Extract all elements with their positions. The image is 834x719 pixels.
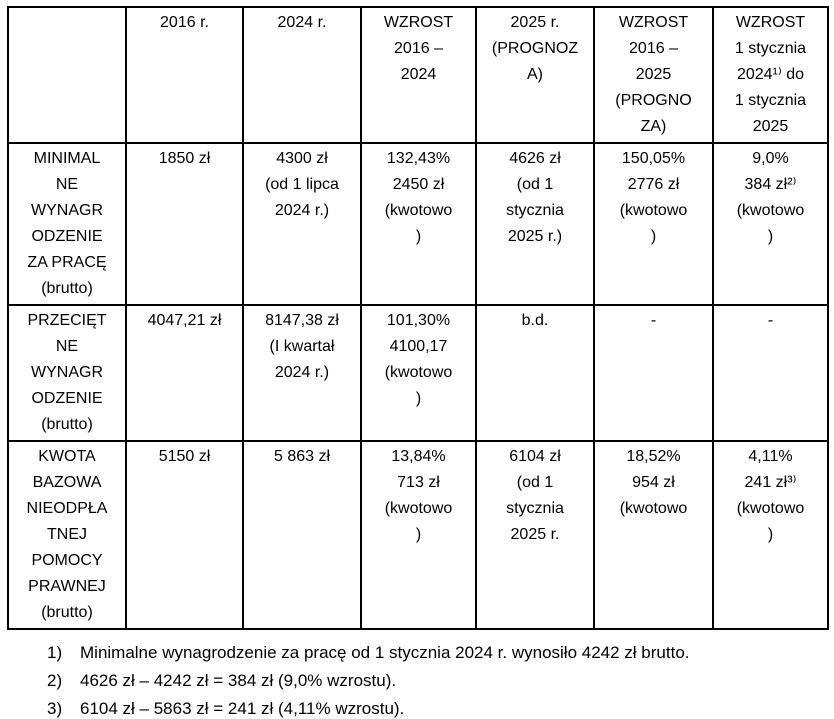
row-label-average-wage: PRZECIĘT NE WYNAGR ODZENIE (brutto) xyxy=(7,304,127,442)
cell-legal-aid-2024: 5 863 zł xyxy=(242,440,362,630)
cell-average-wage-2024: 8147,38 zł (I kwartał 2024 r.) xyxy=(242,304,362,442)
footnote-text: 6104 zł – 5863 zł = 241 zł (4,11% wzrost… xyxy=(80,699,405,718)
footnote-item-1: 1) Minimalne wynagrodzenie za pracę od 1… xyxy=(47,639,834,667)
cell-average-wage-growth-2016-2025: - xyxy=(593,304,714,442)
col-header-growth-2016-2024: WZROST 2016 – 2024 xyxy=(360,6,477,144)
row-label-minimum-wage: MINIMAL NE WYNAGR ODZENIE ZA PRACĘ (brut… xyxy=(7,142,127,306)
cell-minimum-wage-growth-2016-2025: 150,05% 2776 zł (kwotowo ) xyxy=(593,142,714,306)
footnote-text: Minimalne wynagrodzenie za pracę od 1 st… xyxy=(80,643,690,662)
col-header-2025-forecast: 2025 r. (PROGNOZ A) xyxy=(475,6,595,144)
corner-empty-cell xyxy=(7,6,127,144)
footnote-number: 3) xyxy=(47,699,63,718)
footnotes: 1) Minimalne wynagrodzenie za pracę od 1… xyxy=(47,639,834,719)
table-row-average-wage: PRZECIĘT NE WYNAGR ODZENIE (brutto) 4047… xyxy=(7,304,829,442)
cell-legal-aid-growth-2016-2025: 18,52% 954 zł (kwotowo xyxy=(593,440,714,630)
wage-comparison-table: 2016 r. 2024 r. WZROST 2016 – 2024 2025 … xyxy=(7,6,829,630)
cell-minimum-wage-2024: 4300 zł (od 1 lipca 2024 r.) xyxy=(242,142,362,306)
footnote-item-2: 2) 4626 zł – 4242 zł = 384 zł (9,0% wzro… xyxy=(47,667,834,695)
cell-legal-aid-growth-2016-2024: 13,84% 713 zł (kwotowo ) xyxy=(360,440,477,630)
cell-average-wage-2016: 4047,21 zł xyxy=(125,304,244,442)
cell-minimum-wage-growth-jan2024-jan2025: 9,0% 384 zł²⁾ (kwotowo ) xyxy=(712,142,829,306)
footnote-number: 2) xyxy=(47,671,63,690)
col-header-growth-jan2024-jan2025: WZROST 1 stycznia 2024¹⁾ do 1 stycznia 2… xyxy=(712,6,829,144)
cell-average-wage-growth-2016-2024: 101,30% 4100,17 (kwotowo ) xyxy=(360,304,477,442)
col-header-growth-2016-2025: WZROST 2016 – 2025 (PROGNO ZA) xyxy=(593,6,714,144)
cell-legal-aid-growth-jan2024-jan2025: 4,11% 241 zł³⁾ (kwotowo ) xyxy=(712,440,829,630)
cell-minimum-wage-growth-2016-2024: 132,43% 2450 zł (kwotowo ) xyxy=(360,142,477,306)
footnote-number: 1) xyxy=(47,643,63,662)
table-header-row: 2016 r. 2024 r. WZROST 2016 – 2024 2025 … xyxy=(7,6,829,144)
row-label-legal-aid-base: KWOTA BAZOWA NIEODPŁA TNEJ POMOCY PRAWNE… xyxy=(7,440,127,630)
footnote-text: 4626 zł – 4242 zł = 384 zł (9,0% wzrostu… xyxy=(80,671,397,690)
footnote-item-3: 3) 6104 zł – 5863 zł = 241 zł (4,11% wzr… xyxy=(47,695,834,719)
cell-average-wage-growth-jan2024-jan2025: - xyxy=(712,304,829,442)
table-row-legal-aid-base: KWOTA BAZOWA NIEODPŁA TNEJ POMOCY PRAWNE… xyxy=(7,440,829,630)
cell-minimum-wage-2025: 4626 zł (od 1 stycznia 2025 r.) xyxy=(475,142,595,306)
cell-legal-aid-2025: 6104 zł (od 1 stycznia 2025 r. xyxy=(475,440,595,630)
cell-legal-aid-2016: 5150 zł xyxy=(125,440,244,630)
col-header-2016: 2016 r. xyxy=(125,6,244,144)
table-row-minimum-wage: MINIMAL NE WYNAGR ODZENIE ZA PRACĘ (brut… xyxy=(7,142,829,306)
col-header-2024: 2024 r. xyxy=(242,6,362,144)
cell-average-wage-2025: b.d. xyxy=(475,304,595,442)
cell-minimum-wage-2016: 1850 zł xyxy=(125,142,244,306)
